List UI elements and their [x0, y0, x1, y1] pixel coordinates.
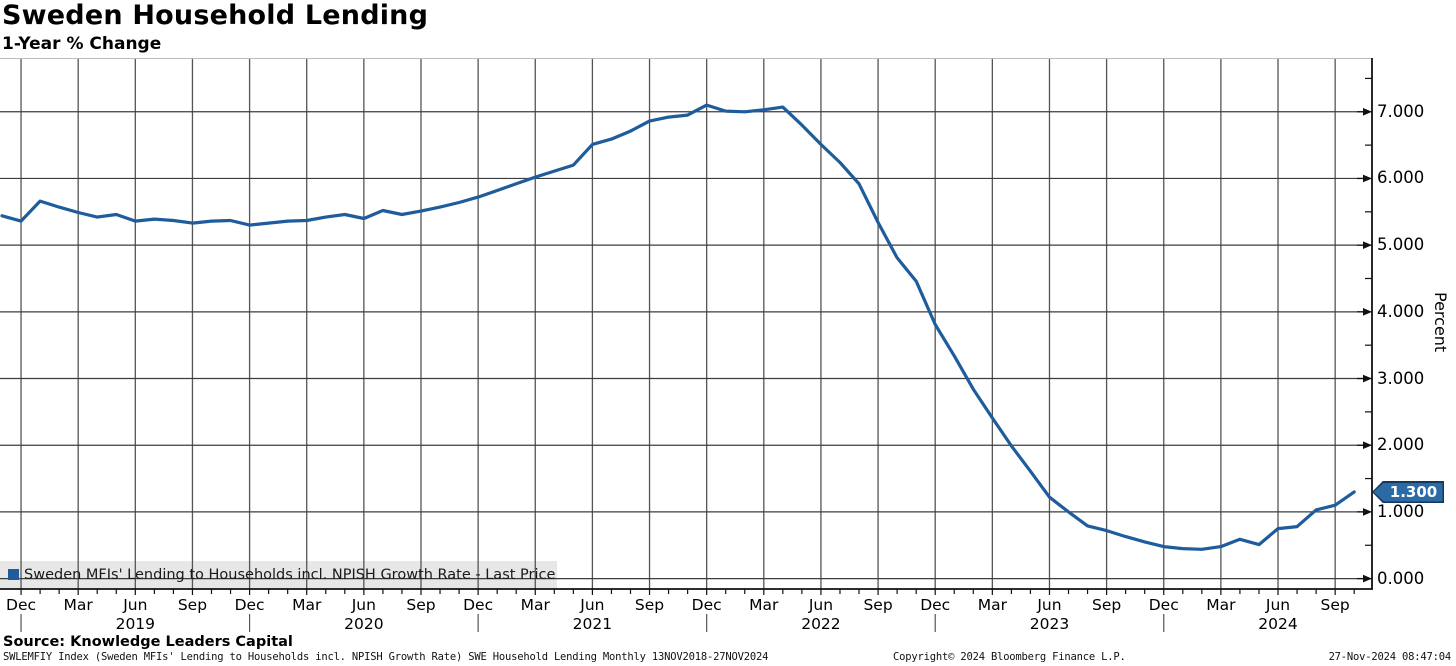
y-axis-label: 3.000	[1377, 368, 1425, 388]
y-tick-arrow-icon	[1363, 308, 1372, 316]
x-axis-month-label: Dec	[235, 596, 265, 614]
chart-subtitle: 1-Year % Change	[2, 34, 162, 54]
last-price-value: 1.300	[1389, 483, 1438, 501]
ticker-description: SWLEMFIY Index (Sweden MFIs' Lending to …	[3, 651, 769, 663]
x-axis-year-label: 2019	[116, 615, 155, 633]
x-axis-month-label: Dec	[920, 596, 950, 614]
x-axis-month-label: Mar	[521, 596, 551, 614]
x-axis-month-label: Jun	[122, 596, 147, 614]
x-axis-month-label: Mar	[292, 596, 322, 614]
legend-series-label: Sweden MFIs' Lending to Households incl.…	[24, 566, 556, 583]
x-axis-month-label: Jun	[1036, 596, 1061, 614]
x-axis-year-label: 2023	[1030, 615, 1069, 633]
y-axis-label: 4.000	[1377, 301, 1425, 321]
legend-background	[0, 561, 557, 588]
page-title: Sweden Household Lending	[2, 0, 429, 31]
last-price-badge: 1.300	[1372, 481, 1444, 503]
x-axis-month-label: Mar	[64, 596, 94, 614]
x-axis-month-label: Sep	[178, 596, 207, 614]
x-axis-month-label: Jun	[808, 596, 833, 614]
y-tick-arrow-icon	[1363, 174, 1372, 183]
x-axis-month-label: Sep	[406, 596, 435, 614]
last-price-badge-fill	[1373, 482, 1443, 502]
y-tick-arrow-icon	[1363, 241, 1372, 249]
x-axis-year-label: 2021	[573, 615, 612, 633]
y-tick-arrow-icon	[1363, 374, 1372, 383]
x-axis-year-label: 2020	[344, 615, 383, 633]
y-tick-arrow-icon	[1363, 574, 1372, 583]
legend: Sweden MFIs' Lending to Households incl.…	[0, 561, 557, 588]
x-axis-month-label: Dec	[1149, 596, 1179, 614]
source-credit: Source: Knowledge Leaders Capital	[3, 634, 293, 650]
y-axis-label: 6.000	[1377, 168, 1425, 188]
series-line	[0, 103, 1356, 551]
copyright-notice: Copyright© 2024 Bloomberg Finance L.P.	[893, 651, 1126, 663]
x-axis-month-label: Dec	[463, 596, 493, 614]
x-axis-month-label: Jun	[351, 596, 376, 614]
x-axis-month-label: Mar	[749, 596, 779, 614]
y-axis-label: 5.000	[1377, 235, 1425, 255]
y-tick-arrow-icon	[1363, 508, 1372, 516]
x-axis-month-label: Sep	[863, 596, 892, 614]
x-axis-month-label: Sep	[635, 596, 664, 614]
y-tick-arrow-icon	[1363, 441, 1372, 450]
line-chart-plot-area: Dec Mar Jun Sep Dec Mar Jun Sep Dec Mar Jun Sep Dec M…	[0, 58, 1373, 633]
y-tick-arrow-icon	[1363, 107, 1372, 116]
x-axis-month-label: Sep	[1092, 596, 1121, 614]
x-axis-month-label: Jun	[1265, 596, 1290, 614]
x-axis-month-label: Sep	[1321, 596, 1350, 614]
x-axis-year-label: 2022	[801, 615, 840, 633]
x-axis-month-label: Jun	[579, 596, 604, 614]
x-axis-month-label: Dec	[6, 596, 36, 614]
y-axis-label: 2.000	[1377, 435, 1425, 455]
y-axis-label: 1.000	[1377, 501, 1425, 521]
x-axis-month-label: Dec	[692, 596, 722, 614]
x-axis-month-label: Mar	[1206, 596, 1236, 614]
y-axis-label: 0.000	[1377, 568, 1425, 588]
y-axis-unit-label: Percent	[1431, 292, 1450, 353]
x-axis-year-label: 2024	[1258, 615, 1297, 633]
x-axis-month-label: Mar	[978, 596, 1008, 614]
series-marker-icon	[8, 569, 19, 580]
y-axis-label: 7.000	[1377, 101, 1425, 121]
render-timestamp: 27-Nov-2024 08:47:04	[1328, 651, 1452, 663]
